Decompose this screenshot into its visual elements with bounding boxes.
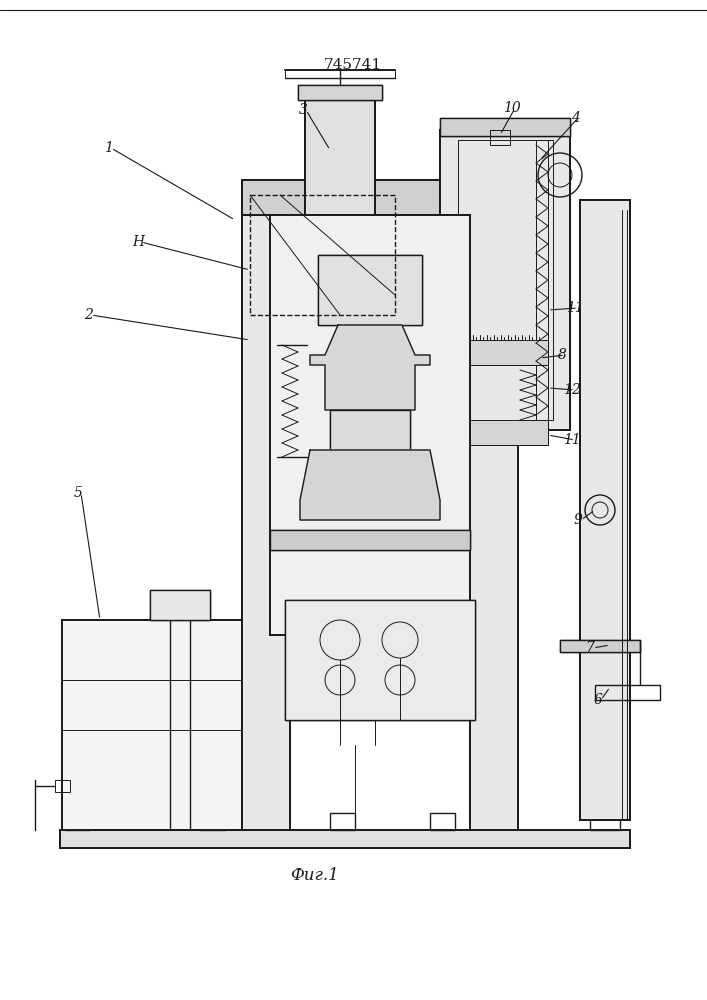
Text: Фиг.1: Фиг.1 xyxy=(290,866,339,884)
Bar xyxy=(242,180,290,830)
Bar xyxy=(470,180,518,830)
Bar xyxy=(270,215,470,635)
Bar xyxy=(62,620,242,830)
Bar xyxy=(298,85,382,100)
Bar xyxy=(560,640,640,652)
Bar xyxy=(318,255,422,325)
Bar xyxy=(242,180,518,215)
Bar xyxy=(470,180,518,830)
Bar xyxy=(490,130,510,145)
Bar xyxy=(305,95,375,280)
Bar xyxy=(330,813,355,830)
Bar xyxy=(590,813,620,830)
Bar xyxy=(270,530,470,550)
Bar xyxy=(580,200,630,820)
Bar xyxy=(440,118,570,136)
Bar xyxy=(440,118,570,136)
Bar xyxy=(560,640,640,652)
Bar xyxy=(242,180,518,215)
Bar xyxy=(150,590,210,620)
Bar xyxy=(298,85,382,100)
Bar xyxy=(440,130,570,430)
Bar xyxy=(330,410,410,450)
Polygon shape xyxy=(310,325,430,410)
Bar xyxy=(536,140,548,420)
Bar xyxy=(285,600,475,720)
Bar xyxy=(60,830,630,848)
Bar xyxy=(458,140,553,420)
Bar xyxy=(55,780,70,792)
Bar xyxy=(270,215,470,635)
Text: 1: 1 xyxy=(103,141,112,155)
Text: Н: Н xyxy=(132,235,144,249)
Text: 8: 8 xyxy=(558,348,566,362)
Bar xyxy=(150,590,210,620)
Text: 4: 4 xyxy=(571,111,580,125)
Bar xyxy=(242,180,290,830)
Bar xyxy=(150,590,210,620)
Bar xyxy=(318,255,422,325)
Text: 6: 6 xyxy=(594,693,602,707)
Bar xyxy=(470,420,548,445)
Bar xyxy=(440,130,570,430)
Text: 11: 11 xyxy=(566,301,584,315)
Text: 12: 12 xyxy=(563,383,581,397)
Text: 10: 10 xyxy=(503,101,521,115)
Bar xyxy=(440,130,570,430)
Bar xyxy=(580,200,630,820)
Bar xyxy=(470,340,548,365)
Bar xyxy=(242,180,290,830)
Bar xyxy=(65,813,90,830)
Bar xyxy=(200,813,225,830)
Text: 2: 2 xyxy=(83,308,93,322)
Bar xyxy=(560,640,640,652)
Text: 7: 7 xyxy=(585,641,595,655)
Bar xyxy=(60,830,630,848)
Bar xyxy=(318,255,422,325)
Bar xyxy=(470,420,548,445)
Bar xyxy=(580,200,630,820)
Bar xyxy=(305,95,375,280)
Bar xyxy=(305,95,375,280)
Bar xyxy=(298,85,382,100)
Text: 3: 3 xyxy=(298,103,308,117)
Bar xyxy=(470,340,548,365)
Bar xyxy=(470,180,518,830)
Bar xyxy=(62,620,242,830)
Bar xyxy=(430,813,455,830)
Bar xyxy=(470,340,548,365)
Bar xyxy=(270,530,470,550)
Bar xyxy=(270,530,470,550)
Text: 9: 9 xyxy=(573,513,583,527)
Text: 5: 5 xyxy=(74,486,83,500)
Bar xyxy=(595,685,660,700)
Bar xyxy=(60,830,630,848)
Bar xyxy=(285,600,475,720)
Bar xyxy=(62,620,242,830)
Bar xyxy=(330,410,410,450)
Polygon shape xyxy=(300,450,440,520)
Bar xyxy=(470,420,548,445)
Bar xyxy=(285,600,475,720)
Bar xyxy=(242,180,518,215)
Text: 745741: 745741 xyxy=(324,58,382,72)
Bar xyxy=(440,118,570,136)
Bar xyxy=(270,215,470,635)
Bar xyxy=(250,195,395,315)
Bar xyxy=(330,410,410,450)
Text: 11: 11 xyxy=(563,433,581,447)
